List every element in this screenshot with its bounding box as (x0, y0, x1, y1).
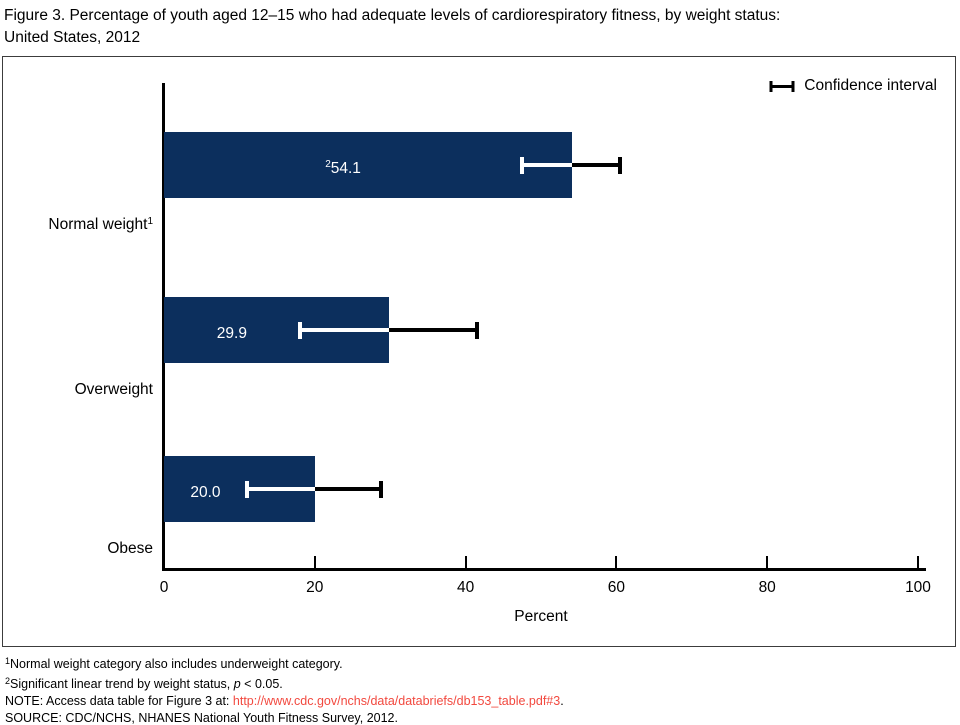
category-text: Obese (107, 540, 153, 557)
x-axis-tick-label: 60 (607, 579, 626, 596)
x-axis-tick (615, 556, 618, 568)
ci-lower-cap (297, 322, 302, 339)
ci-segment-outside (571, 163, 621, 167)
legend: Confidence interval (769, 77, 937, 95)
x-axis-tick-label: 0 (159, 579, 169, 596)
ci-segment-inside (299, 328, 390, 332)
figure-title-line2: United States, 2012 (4, 29, 141, 46)
category-superscript: 1 (147, 216, 153, 227)
x-axis-tick (917, 556, 919, 568)
bar-row-normal-weight: 254.1 (164, 132, 918, 198)
x-axis-line (162, 568, 926, 571)
x-axis-tick (313, 556, 316, 568)
x-axis-tick-label: 40 (456, 579, 475, 596)
category-label-obese: Obese (3, 535, 153, 560)
footnote-2: 2Significant linear trend by weight stat… (5, 676, 283, 691)
ci-lower-cap (244, 481, 249, 498)
ci-upper-cap (379, 481, 384, 498)
bar-value-label: 254.1 (325, 132, 361, 198)
ci-upper-cap (474, 322, 479, 339)
footnote-note: NOTE: Access data table for Figure 3 at:… (5, 694, 564, 708)
category-text: Normal weight (48, 216, 148, 233)
ci-lower-cap (520, 157, 525, 174)
x-axis-tick-label: 100 (905, 579, 931, 596)
figure-title-line1: Figure 3. Percentage of youth aged 12–15… (4, 7, 781, 24)
bar-value-label: 20.0 (190, 456, 220, 522)
footnote-superscript: 1 (5, 656, 11, 666)
x-axis-tick-label: 20 (306, 579, 324, 596)
category-label-overweight: Overweight (3, 376, 153, 401)
ci-upper-cap (618, 157, 623, 174)
error-bar-icon (769, 80, 795, 92)
x-axis-tick-label: 80 (758, 579, 776, 596)
category-label-normal-weight: Normal weight1 (3, 211, 153, 236)
data-table-link[interactable]: http://www.cdc.gov/nchs/data/databriefs/… (232, 694, 561, 708)
x-axis-title: Percent (514, 608, 568, 625)
x-axis-tick (464, 556, 467, 568)
value-text: 29.9 (216, 325, 247, 342)
plot-area: 254.1 29.9 20.0 Percent 0 20 40 60 80 100 (160, 57, 931, 625)
bar-normal-weight (164, 132, 572, 198)
value-text: 54.1 (330, 160, 361, 177)
bar-row-overweight: 29.9 (164, 297, 918, 363)
ci-segment-inside (246, 487, 315, 491)
footnotes: 1Normal weight category also includes un… (5, 653, 955, 725)
chart-area: Confidence interval Normal weight1 Overw… (2, 56, 956, 647)
category-text: Overweight (74, 381, 153, 398)
bar-row-obese: 20.0 (164, 456, 918, 522)
footnote-1: 1Normal weight category also includes un… (5, 656, 343, 671)
x-axis-tick (766, 556, 769, 568)
value-superscript: 2 (325, 159, 331, 170)
figure-title: Figure 3. Percentage of youth aged 12–15… (4, 5, 954, 49)
y-axis-line (162, 83, 165, 570)
legend-label: Confidence interval (804, 77, 937, 94)
footnote-superscript: 2 (5, 676, 11, 686)
ci-segment-inside (522, 163, 572, 167)
ci-segment-outside (389, 328, 477, 332)
ci-segment-outside (314, 487, 382, 491)
value-text: 20.0 (190, 484, 221, 501)
footnote-source: SOURCE: CDC/NCHS, NHANES National Youth … (5, 711, 398, 725)
bar-value-label: 29.9 (217, 297, 247, 363)
